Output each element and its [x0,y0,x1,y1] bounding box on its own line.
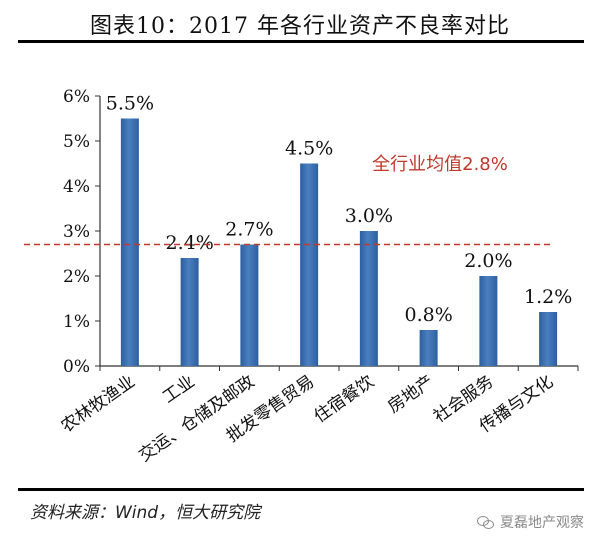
bar [359,231,378,366]
value-label: 5.5% [106,93,154,115]
y-tick-label: 2% [63,267,90,287]
bar [479,276,498,366]
chart-title: 图表10：2017 年各行业资产不良率对比 [90,14,510,39]
top-rule [18,40,584,43]
bar [180,258,199,366]
category-label: 农林牧渔业 [58,372,139,437]
y-tick-label: 4% [63,177,90,197]
value-label: 2.0% [464,250,512,272]
wechat-icon [477,515,495,529]
y-tick-label: 0% [63,357,90,377]
bar [300,163,319,366]
bar [120,118,139,366]
value-label: 2.4% [165,232,213,254]
y-tick-label: 5% [63,132,90,152]
average-line-label: 全行业均值2.8% [372,154,508,175]
y-tick-label: 1% [63,312,90,332]
watermark: 夏磊地产观察 [477,512,584,532]
value-label: 3.0% [345,205,393,227]
category-label: 工业 [159,372,198,408]
value-label: 1.2% [524,286,572,308]
value-label: 2.7% [225,219,273,241]
bar [240,244,259,366]
value-label: 0.8% [404,304,452,326]
bottom-rule [18,488,584,491]
y-tick-label: 3% [63,222,90,242]
bar [539,312,558,366]
value-label: 4.5% [285,138,333,160]
bar [419,330,438,366]
watermark-text: 夏磊地产观察 [500,515,584,531]
category-label: 住宿餐饮 [311,372,378,427]
y-tick-label: 6% [63,87,90,107]
source-note: 资料来源：Wind，恒大研究院 [30,503,261,523]
